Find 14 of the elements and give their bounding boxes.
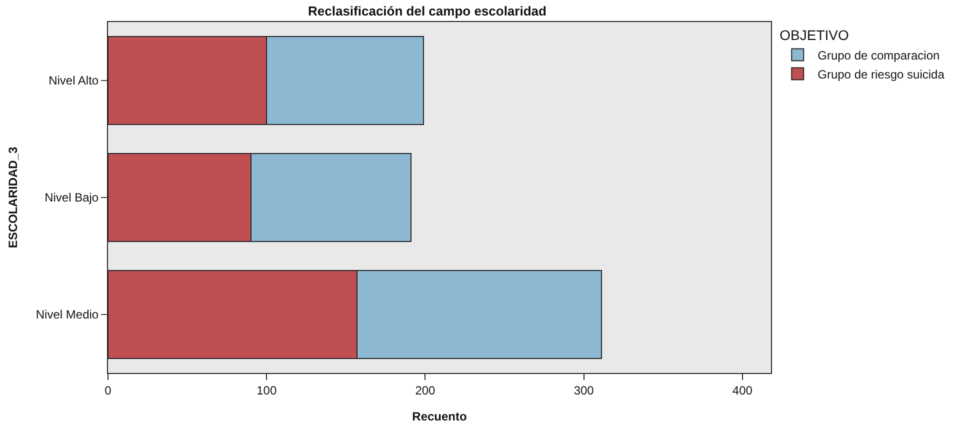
chart-title: Reclasificación del campo escolaridad xyxy=(308,4,547,19)
y-tick-label: Nivel Alto xyxy=(48,74,99,88)
x-tick-label: 400 xyxy=(732,383,753,398)
x-tick-label: 300 xyxy=(574,383,594,398)
legend-label: Grupo de riesgo suicida xyxy=(818,67,945,82)
y-axis-title: ESCOLARIDAD_3 xyxy=(6,146,20,248)
y-tick-label: Nivel Medio xyxy=(36,308,99,322)
x-tick-label: 200 xyxy=(415,383,436,398)
y-tick-label: Nivel Bajo xyxy=(44,190,99,205)
x-tick-label: 100 xyxy=(256,383,277,398)
legend-label: Grupo de comparacion xyxy=(818,48,940,62)
x-axis-title: Recuento xyxy=(412,409,467,424)
x-tick-label: 0 xyxy=(104,383,112,398)
legend-title: OBJETIVO xyxy=(780,27,849,44)
